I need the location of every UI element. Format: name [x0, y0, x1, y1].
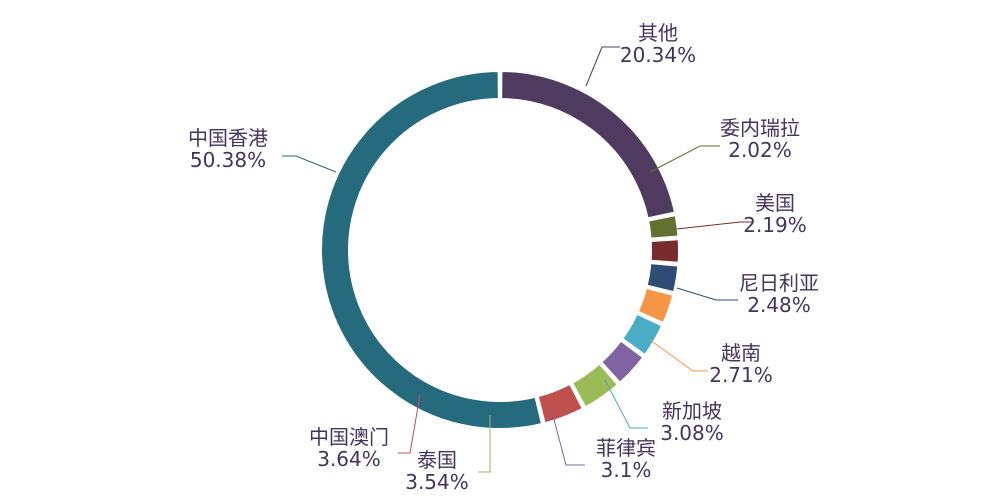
slice-name-label: 委内瑞拉 — [720, 116, 800, 140]
slice-name-label: 新加坡 — [662, 399, 722, 423]
slice-value-label: 2.19% — [743, 213, 807, 237]
slice-3 — [645, 262, 680, 294]
slice-value-label: 2.71% — [709, 363, 773, 387]
leader-line-2 — [676, 221, 752, 230]
slice-7 — [570, 362, 620, 409]
slice-name-label: 越南 — [721, 341, 761, 365]
slice-value-label: 3.1% — [601, 458, 652, 482]
slice-value-label: 2.02% — [728, 138, 792, 162]
slice-6 — [599, 339, 645, 385]
slice-value-label: 50.38% — [190, 148, 266, 172]
slice-value-label: 3.64% — [317, 447, 381, 471]
leader-line-3 — [676, 287, 738, 301]
leader-line-7 — [478, 415, 491, 473]
slice-5 — [620, 312, 664, 357]
slice-value-label: 20.34% — [620, 43, 696, 67]
donut-slices — [320, 69, 680, 430]
slice-name-label: 中国香港 — [188, 126, 268, 150]
leader-line-1 — [649, 145, 720, 173]
slice-0 — [500, 69, 677, 220]
slice-2 — [649, 238, 680, 264]
slice-1 — [646, 213, 680, 240]
leader-lines — [282, 46, 752, 473]
leader-line-0 — [585, 46, 620, 87]
leader-line-8 — [398, 394, 421, 454]
slice-value-label: 2.48% — [747, 293, 811, 317]
slice-8 — [536, 382, 585, 425]
leader-line-6 — [551, 411, 585, 466]
slice-name-label: 中国澳门 — [309, 425, 389, 449]
slice-name-label: 尼日利亚 — [739, 271, 819, 295]
leader-line-4 — [649, 339, 708, 372]
slice-name-label: 泰国 — [417, 448, 457, 472]
leader-line-5 — [604, 379, 648, 429]
slice-value-label: 3.08% — [660, 421, 724, 445]
leader-line-9 — [282, 155, 337, 173]
slice-9 — [320, 69, 544, 430]
slice-name-label: 其他 — [638, 21, 678, 45]
slice-value-label: 3.54% — [405, 470, 469, 494]
slice-name-label: 美国 — [755, 191, 795, 215]
slice-name-label: 菲律宾 — [596, 436, 656, 460]
slice-4 — [636, 286, 675, 325]
